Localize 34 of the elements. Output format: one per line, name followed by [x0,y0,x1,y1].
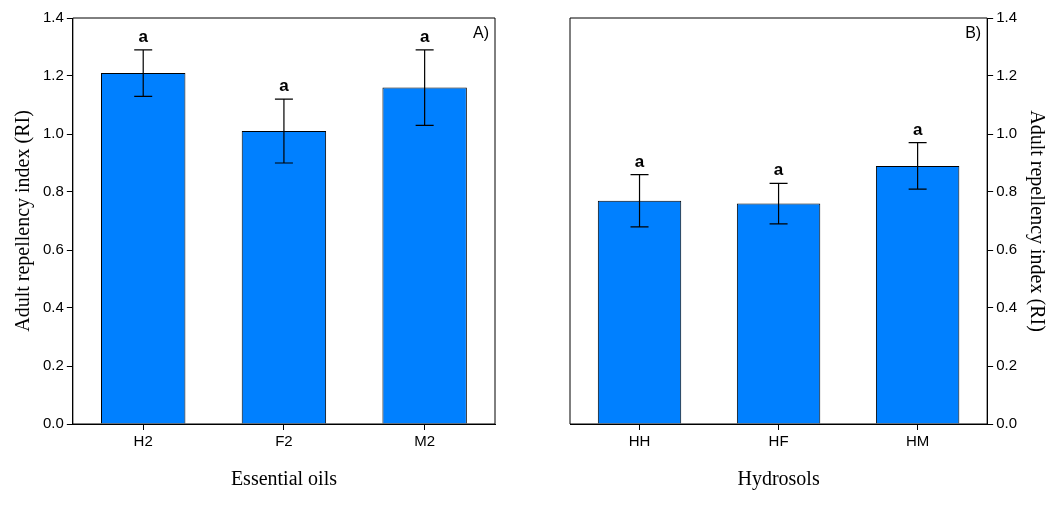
x-tick-label: H2 [133,432,153,450]
y2-tick-label: 0.0 [996,414,1018,432]
y2-tick-label: 0.6 [996,240,1018,258]
x-tick-label: HF [768,432,789,450]
x-tick-label: HH [628,432,651,450]
y-tick-label: 0.4 [42,298,64,316]
annotation: a [912,119,923,139]
y2-tick-label: 1.0 [996,124,1018,142]
y-tick-label: 0.2 [42,356,64,374]
y-tick-label: 1.2 [42,66,64,84]
y-tick-label: 1.4 [42,8,64,26]
y-tick-label: 0.0 [42,414,64,432]
annotation: a [419,27,430,47]
x-tick-label: HM [905,432,930,450]
y-tick-label: 1.0 [42,124,64,142]
x-axis-title: Hydrosols [737,467,820,491]
annotation: a [279,76,290,96]
y2-tick-label: 0.4 [996,298,1018,316]
y2-tick-label: 0.8 [996,182,1018,200]
x-tick-label: M2 [414,432,436,450]
x-axis-title: Essential oils [230,467,338,490]
y2-axis-title: Adult repellency index (RI) [1025,110,1049,332]
annotation: a [634,151,645,171]
annotation: A) [473,24,489,42]
x-tick-label: F2 [275,432,293,450]
y2-tick-label: 1.2 [996,66,1018,84]
y-tick-label: 0.8 [42,182,64,200]
annotation: a [773,160,784,180]
annotation: B) [965,24,982,42]
y-axis-title: Adult repellency index (RI) [11,110,35,332]
y-tick-label: 0.6 [42,240,64,258]
y2-tick-label: 1.4 [996,8,1018,26]
y2-tick-label: 0.2 [996,356,1018,374]
annotation: a [138,27,149,47]
